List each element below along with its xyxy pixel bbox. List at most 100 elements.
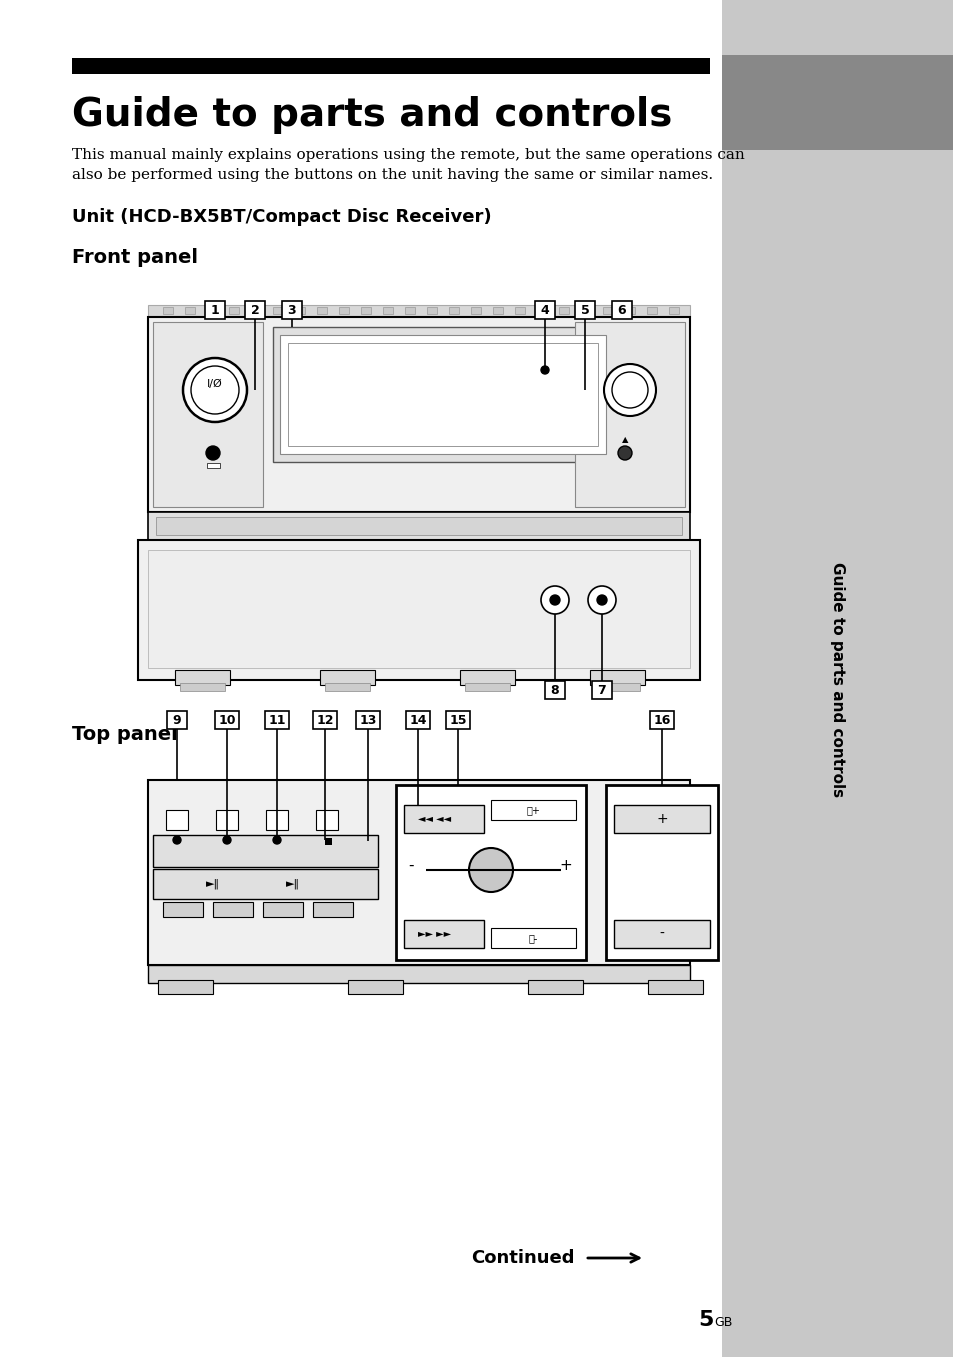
Bar [624, 307, 635, 313]
Bar [348, 980, 402, 993]
Bar [174, 670, 230, 685]
Bar [313, 902, 353, 917]
Bar [535, 301, 555, 319]
Text: ▲: ▲ [621, 436, 628, 445]
Circle shape [223, 836, 231, 844]
Bar [316, 307, 327, 313]
Text: 6: 6 [617, 304, 626, 316]
Bar [280, 335, 605, 455]
Text: Front panel: Front panel [71, 248, 198, 267]
Circle shape [191, 366, 239, 414]
Bar [205, 301, 225, 319]
Bar [148, 550, 689, 668]
Bar [148, 318, 689, 512]
Text: ►‖: ►‖ [286, 879, 299, 889]
Circle shape [273, 836, 281, 844]
Circle shape [618, 446, 631, 460]
Text: 10: 10 [218, 714, 235, 726]
Bar [273, 307, 283, 313]
Bar [614, 920, 709, 949]
Text: 12: 12 [315, 714, 334, 726]
Bar [592, 681, 612, 699]
Bar [266, 810, 288, 830]
Text: 3: 3 [288, 304, 296, 316]
Bar [313, 711, 336, 729]
Bar [464, 683, 510, 691]
Text: ◄◄ ◄◄: ◄◄ ◄◄ [417, 814, 451, 824]
Text: Guide to parts and controls: Guide to parts and controls [830, 562, 844, 798]
Circle shape [540, 366, 548, 375]
Bar [158, 980, 213, 993]
Bar [265, 711, 289, 729]
Bar [446, 711, 470, 729]
Bar [288, 343, 598, 446]
Bar [527, 980, 582, 993]
Bar [493, 307, 502, 313]
Bar [180, 683, 225, 691]
Bar [152, 868, 377, 898]
Text: 🔒-: 🔒- [528, 934, 537, 943]
Bar [138, 540, 700, 680]
Text: +: + [656, 811, 667, 826]
Text: 🔒+: 🔒+ [525, 805, 539, 816]
Bar [602, 307, 613, 313]
Circle shape [183, 358, 247, 422]
Bar [612, 301, 631, 319]
Bar [646, 307, 657, 313]
Bar [406, 711, 430, 729]
Bar [338, 307, 349, 313]
Text: I/Ø: I/Ø [207, 379, 223, 389]
Circle shape [597, 594, 606, 605]
Bar [71, 58, 709, 75]
Bar [213, 902, 253, 917]
Bar [647, 980, 702, 993]
Bar [263, 902, 303, 917]
Text: 5: 5 [580, 304, 589, 316]
Bar [325, 839, 332, 845]
Text: 4: 4 [540, 304, 549, 316]
Text: Guide to parts and controls: Guide to parts and controls [71, 96, 672, 134]
Bar [315, 810, 337, 830]
Bar [148, 305, 689, 318]
Bar [471, 307, 480, 313]
Bar [544, 681, 564, 699]
Bar [148, 965, 689, 982]
Bar [459, 670, 515, 685]
Bar [649, 711, 673, 729]
Text: 1: 1 [211, 304, 219, 316]
Text: 7: 7 [597, 684, 606, 696]
Bar [251, 307, 261, 313]
Text: 5: 5 [698, 1310, 713, 1330]
Text: ►‖: ►‖ [206, 879, 220, 889]
Bar [558, 307, 568, 313]
Text: This manual mainly explains operations using the remote, but the same operations: This manual mainly explains operations u… [71, 148, 744, 161]
Circle shape [540, 586, 568, 613]
Circle shape [206, 446, 220, 460]
Bar [668, 307, 679, 313]
Bar [245, 301, 265, 319]
Bar [319, 670, 375, 685]
Bar [395, 784, 585, 959]
Bar [282, 301, 302, 319]
Bar [294, 307, 305, 313]
Text: 13: 13 [359, 714, 376, 726]
Text: Unit (HCD-BX5BT/Compact Disc Receiver): Unit (HCD-BX5BT/Compact Disc Receiver) [71, 208, 491, 227]
Bar [207, 307, 216, 313]
Bar [537, 307, 546, 313]
Text: GB: GB [713, 1316, 732, 1329]
Bar [152, 322, 263, 508]
Bar [273, 327, 613, 461]
Bar [229, 307, 239, 313]
Bar [166, 810, 188, 830]
Text: 16: 16 [653, 714, 670, 726]
Circle shape [612, 372, 647, 408]
Bar [491, 801, 576, 820]
Text: 14: 14 [409, 714, 426, 726]
Bar [449, 307, 458, 313]
Bar [325, 683, 370, 691]
Bar [605, 784, 718, 959]
Bar [403, 805, 483, 833]
Text: Continued: Continued [471, 1248, 575, 1267]
Text: 15: 15 [449, 714, 466, 726]
Text: 9: 9 [172, 714, 181, 726]
